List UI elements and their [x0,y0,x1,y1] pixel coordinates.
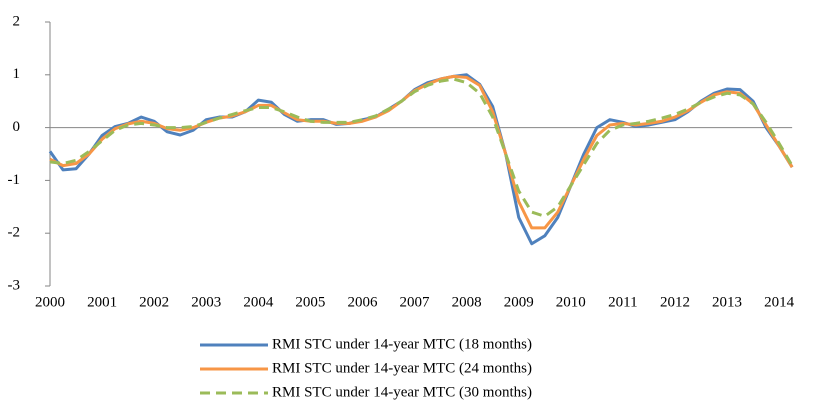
x-tick-label: 2011 [608,294,637,310]
x-tick-label: 2008 [452,294,482,310]
x-tick-label: 2010 [556,294,586,310]
x-tick-label: 2014 [764,294,795,310]
x-tick-label: 2013 [712,294,742,310]
x-tick-label: 2007 [400,294,431,310]
series-line [48,73,794,246]
x-tick-label: 2004 [243,294,274,310]
x-tick-label: 2005 [295,294,325,310]
x-tick-label: 2012 [660,294,690,310]
x-tick-label: 2000 [35,294,65,310]
legend-label: RMI STC under 14-year MTC (18 months) [272,336,532,352]
series-line [49,74,794,230]
y-tick-label: -2 [8,225,21,241]
legend-label: RMI STC under 14-year MTC (30 months) [272,384,532,400]
y-tick-label: -3 [8,277,21,293]
y-tick-label: 2 [13,13,21,29]
x-tick-label: 2001 [87,294,117,310]
x-tick-label: 2006 [347,294,378,310]
x-tick-label: 2002 [139,294,169,310]
y-tick-label: 1 [13,66,21,82]
y-tick-label: -1 [8,172,21,188]
x-tick-label: 2009 [504,294,534,310]
legend-label: RMI STC under 14-year MTC (24 months) [272,360,532,376]
x-tick-label: 2003 [191,294,221,310]
y-tick-label: 0 [13,119,21,135]
series-line [49,77,794,218]
